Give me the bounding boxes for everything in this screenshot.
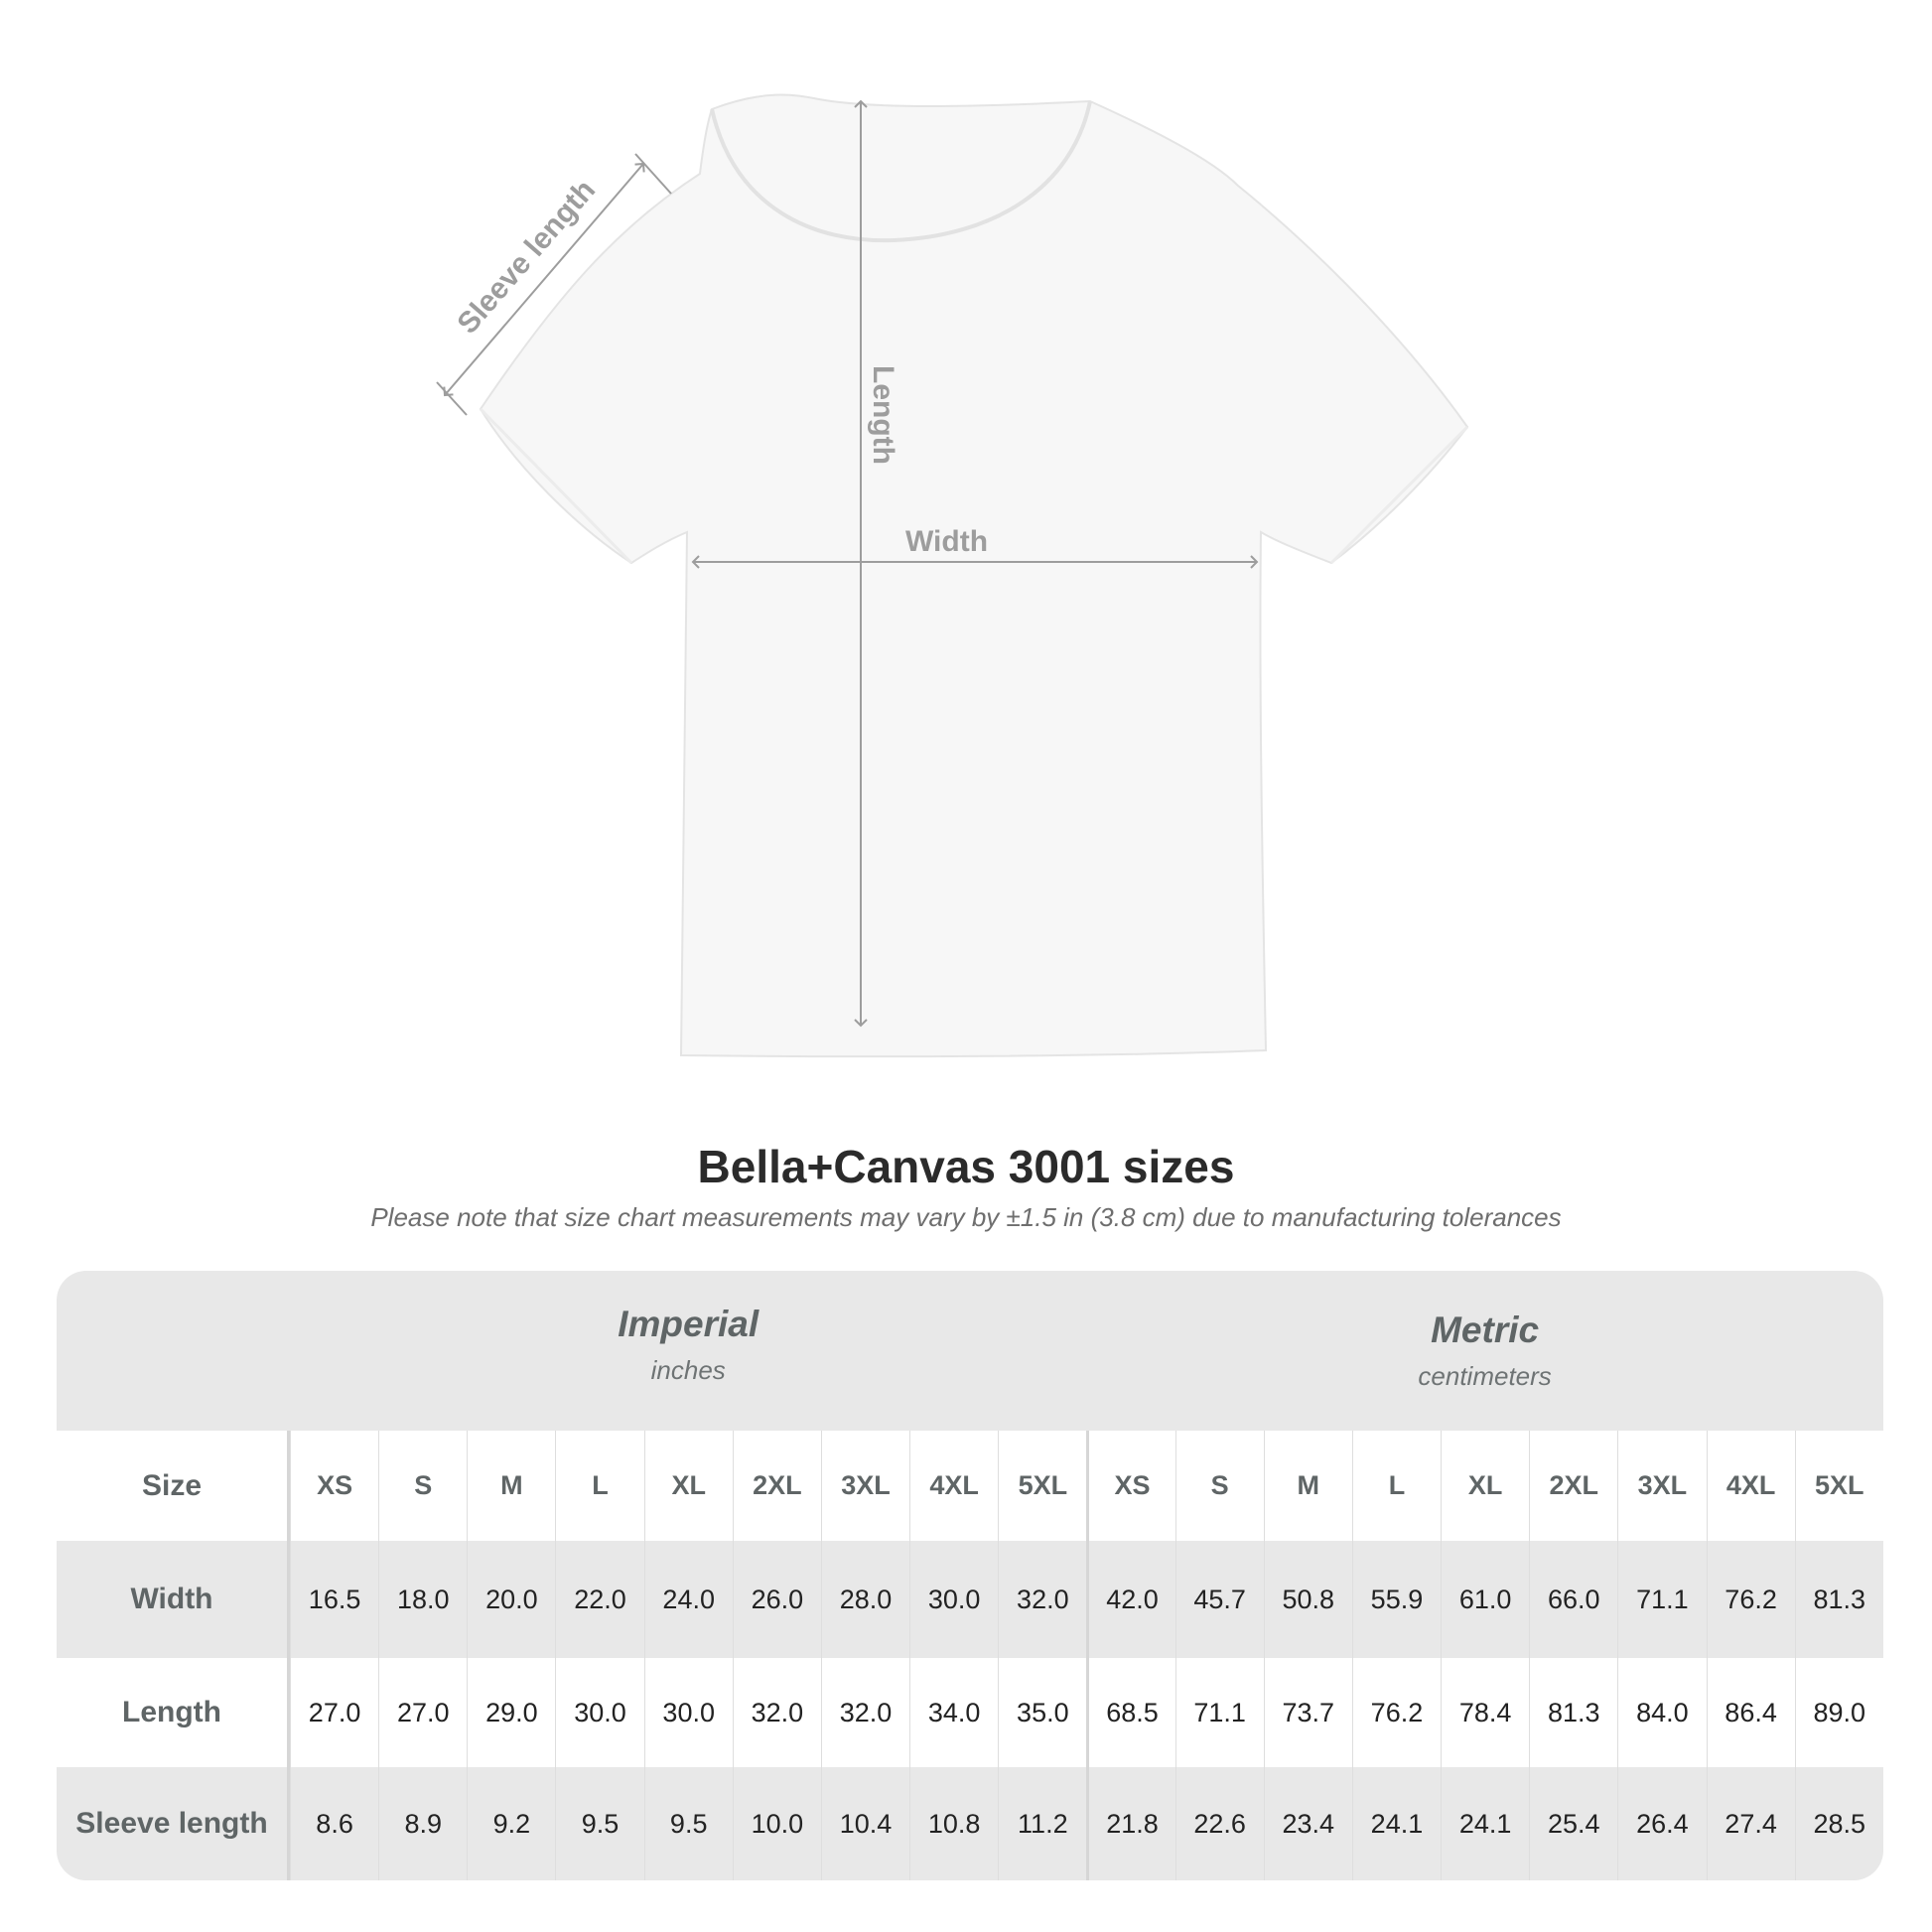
imperial-value-cell: 32.0 (998, 1541, 1087, 1658)
imperial-value-cell: 9.5 (555, 1767, 644, 1880)
row-label: Sleeve length (57, 1767, 290, 1880)
imperial-value-cell: 20.0 (467, 1541, 556, 1658)
imperial-value-cell: 8.6 (290, 1767, 379, 1880)
metric-size-header: 4XL (1706, 1431, 1795, 1541)
imperial-size-header: 5XL (998, 1431, 1087, 1541)
metric-value-cell: 81.3 (1529, 1658, 1618, 1767)
metric-size-header: 5XL (1794, 1431, 1883, 1541)
imperial-value-cell: 34.0 (909, 1658, 999, 1767)
imperial-value-cell: 27.0 (378, 1658, 468, 1767)
metric-size-header: 2XL (1529, 1431, 1618, 1541)
metric-value-cell: 24.1 (1441, 1767, 1530, 1880)
metric-value-cell: 73.7 (1263, 1658, 1352, 1767)
imperial-size-header: 2XL (732, 1431, 821, 1541)
page-title: Bella+Canvas 3001 sizes (697, 1141, 1235, 1192)
metric-header: Metric centimeters (1086, 1271, 1883, 1431)
imperial-value-cell: 10.4 (820, 1767, 910, 1880)
imperial-value-cell: 9.2 (467, 1767, 556, 1880)
width-label: Width (905, 525, 988, 558)
metric-value-cell: 45.7 (1174, 1541, 1264, 1658)
imperial-size-header: M (467, 1431, 556, 1541)
metric-value-cell: 21.8 (1086, 1767, 1175, 1880)
sleeve-arrow-tick-a (436, 381, 468, 416)
metric-size-header: S (1174, 1431, 1264, 1541)
metric-value-cell: 24.1 (1351, 1767, 1442, 1880)
tshirt-collar (710, 100, 1092, 243)
imperial-value-cell: 30.0 (555, 1658, 644, 1767)
imperial-header: Imperial inches (290, 1271, 1087, 1431)
metric-size-header: XS (1086, 1431, 1175, 1541)
imperial-value-cell: 22.0 (555, 1541, 644, 1658)
metric-value-cell: 42.0 (1086, 1541, 1175, 1658)
sleeve-arrow-tick-b (634, 153, 672, 195)
metric-value-cell: 68.5 (1086, 1658, 1175, 1767)
imperial-size-header: XL (643, 1431, 733, 1541)
row-label: Width (57, 1541, 290, 1658)
size-header-label: Size (57, 1431, 290, 1541)
metric-size-header: 3XL (1617, 1431, 1707, 1541)
metric-value-cell: 71.1 (1617, 1541, 1707, 1658)
header-corner (57, 1271, 290, 1431)
imperial-value-cell: 29.0 (467, 1658, 556, 1767)
metric-value-cell: 86.4 (1706, 1658, 1795, 1767)
metric-value-cell: 50.8 (1263, 1541, 1352, 1658)
imperial-value-cell: 26.0 (732, 1541, 821, 1658)
metric-value-cell: 89.0 (1794, 1658, 1883, 1767)
imperial-size-header: 3XL (820, 1431, 910, 1541)
imperial-size-header: L (555, 1431, 644, 1541)
metric-value-cell: 61.0 (1441, 1541, 1530, 1658)
metric-value-cell: 78.4 (1441, 1658, 1530, 1767)
imperial-size-header: S (378, 1431, 468, 1541)
metric-value-cell: 81.3 (1794, 1541, 1883, 1658)
metric-value-cell: 22.6 (1174, 1767, 1264, 1880)
imperial-value-cell: 30.0 (909, 1541, 999, 1658)
metric-value-cell: 71.1 (1174, 1658, 1264, 1767)
metric-value-cell: 25.4 (1529, 1767, 1618, 1880)
imperial-value-cell: 18.0 (378, 1541, 468, 1658)
metric-value-cell: 26.4 (1617, 1767, 1707, 1880)
imperial-value-cell: 27.0 (290, 1658, 379, 1767)
metric-value-cell: 28.5 (1794, 1767, 1883, 1880)
metric-size-header: L (1351, 1431, 1442, 1541)
tolerance-note: Please note that size chart measurements… (370, 1202, 1562, 1232)
metric-value-cell: 76.2 (1351, 1658, 1442, 1767)
imperial-value-cell: 35.0 (998, 1658, 1087, 1767)
size-table: Imperial inches Metric centimeters Size X… (57, 1271, 1883, 1880)
metric-value-cell: 84.0 (1617, 1658, 1707, 1767)
imperial-value-cell: 28.0 (820, 1541, 910, 1658)
length-label: Length (867, 365, 899, 465)
imperial-value-cell: 32.0 (732, 1658, 821, 1767)
metric-value-cell: 66.0 (1529, 1541, 1618, 1658)
metric-value-cell: 27.4 (1706, 1767, 1795, 1880)
imperial-value-cell: 9.5 (643, 1767, 733, 1880)
imperial-title: Imperial (618, 1304, 759, 1344)
imperial-size-header: 4XL (909, 1431, 999, 1541)
metric-value-cell: 55.9 (1351, 1541, 1442, 1658)
metric-size-header: XL (1441, 1431, 1530, 1541)
sleeve-hem-left (479, 407, 633, 565)
metric-unit: centimeters (1418, 1361, 1552, 1391)
sleeve-arrow (443, 162, 645, 397)
tshirt-body (479, 93, 1469, 1058)
metric-value-cell: 23.4 (1263, 1767, 1352, 1880)
metric-title: Metric (1431, 1310, 1540, 1350)
imperial-value-cell: 8.9 (378, 1767, 468, 1880)
imperial-value-cell: 10.0 (732, 1767, 821, 1880)
imperial-unit: inches (650, 1355, 726, 1385)
imperial-value-cell: 10.8 (909, 1767, 999, 1880)
sleeve-hem-right (1329, 425, 1469, 565)
row-label: Length (57, 1658, 290, 1767)
tshirt-diagram: Sleeve length Length Width (436, 93, 1469, 1058)
imperial-value-cell: 30.0 (643, 1658, 733, 1767)
metric-value-cell: 76.2 (1706, 1541, 1795, 1658)
imperial-size-header: XS (290, 1431, 379, 1541)
imperial-value-cell: 32.0 (820, 1658, 910, 1767)
imperial-value-cell: 11.2 (998, 1767, 1087, 1880)
imperial-value-cell: 16.5 (290, 1541, 379, 1658)
imperial-value-cell: 24.0 (643, 1541, 733, 1658)
metric-size-header: M (1263, 1431, 1352, 1541)
